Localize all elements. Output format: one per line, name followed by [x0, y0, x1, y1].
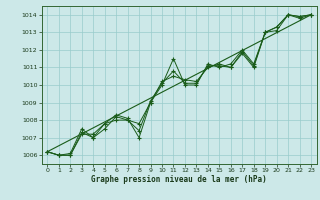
- X-axis label: Graphe pression niveau de la mer (hPa): Graphe pression niveau de la mer (hPa): [91, 175, 267, 184]
